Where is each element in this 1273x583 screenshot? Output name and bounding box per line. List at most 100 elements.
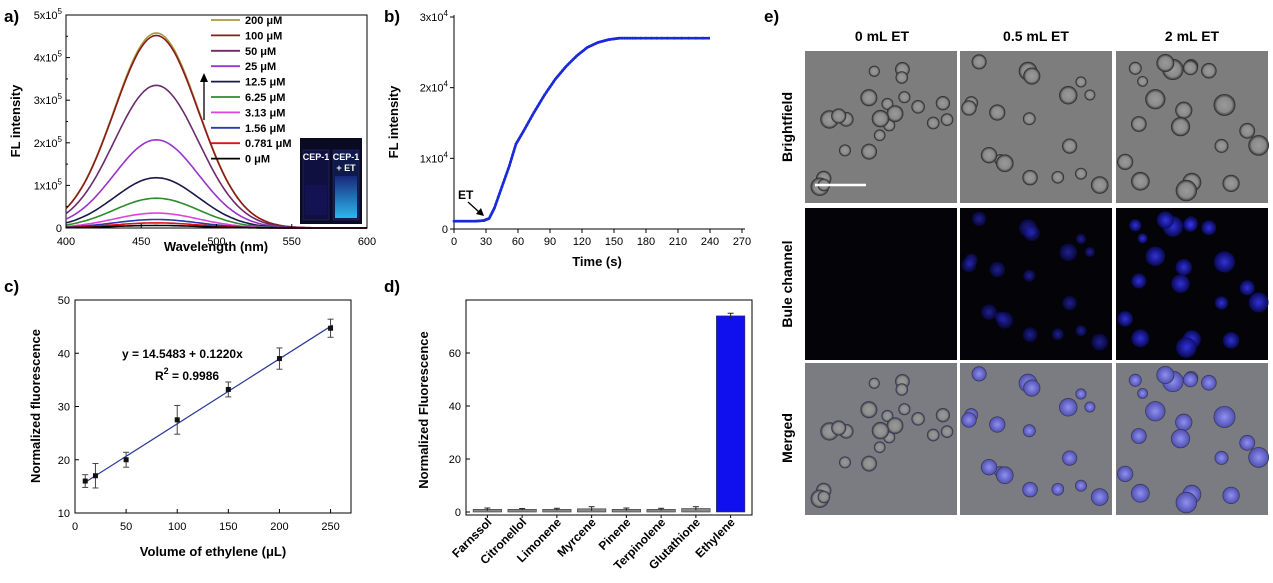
micrograph-grid — [805, 51, 1270, 515]
panel-a-increase-arrow — [200, 73, 208, 120]
panel-d-frame — [465, 299, 753, 516]
cell — [1170, 117, 1191, 137]
panel-c-y-tick-label: 40 — [58, 348, 70, 360]
cell — [1022, 169, 1038, 186]
panel-e-label: e) — [764, 7, 779, 26]
cell — [1175, 259, 1193, 276]
panel-b-x-tick-label: 150 — [605, 236, 623, 248]
panel-b-point — [534, 108, 538, 111]
panel-b-point — [545, 90, 548, 94]
panel-b-point — [514, 142, 518, 146]
cell — [1131, 329, 1150, 348]
cell — [838, 456, 852, 469]
panel-b-point — [510, 156, 513, 160]
panel-c-point — [276, 356, 282, 362]
panel-b-point — [562, 67, 566, 70]
panel-a-y-tick-base: 3x10 — [34, 95, 58, 107]
row-label-blue-channel: Bule channel — [779, 240, 795, 327]
panel-a-y-tick-exp: 5 — [58, 7, 63, 16]
panel-b-point — [539, 99, 543, 103]
cell — [1145, 401, 1166, 422]
micrograph-tile — [1116, 51, 1270, 203]
panel-b-y-tick-label: 2x104 — [420, 80, 449, 95]
panel-a-legend-entry: 3.13 μM — [245, 107, 285, 119]
cell — [1023, 379, 1041, 397]
panel-c-x-tick-label: 250 — [321, 521, 339, 533]
panel-b-point — [553, 77, 557, 81]
cell — [1084, 401, 1096, 413]
panel-c-y-tick-label: 20 — [58, 455, 70, 467]
panel-b-point — [537, 102, 541, 105]
cell — [898, 91, 911, 104]
panel-b-x-ticks: 0 30 60 90 120 150 180 210 240 270 — [451, 229, 751, 248]
cell — [1239, 280, 1255, 296]
cell — [1213, 251, 1236, 273]
panel-b-point — [548, 85, 552, 89]
panel-c-r2-superscript: 2 — [164, 366, 169, 376]
panel-a-x-ticks: 400 450 500 550 600 — [57, 224, 376, 248]
panel-d-y-tick-label: 40 — [449, 401, 461, 413]
cell — [1239, 434, 1256, 451]
panel-d-bar — [716, 315, 746, 513]
panel-b-point — [543, 93, 547, 97]
cell — [860, 401, 878, 419]
panel-b-point — [649, 36, 653, 40]
panel-d-x-tick-label: Myrcene — [554, 515, 599, 560]
inset-label-cep1-et-line1: CEP-1 — [333, 152, 360, 162]
cell — [1128, 373, 1142, 387]
panel-b-x-tick-label: 60 — [512, 236, 524, 248]
cell — [1201, 220, 1217, 236]
panel-c-equation: y = 14.5483 + 0.1220x — [122, 347, 243, 361]
panel-b-x-tick-label: 210 — [669, 236, 687, 248]
panel-a-y-tick-label: 0 — [56, 223, 62, 235]
panel-d-label: d) — [384, 277, 400, 296]
panel-b-y-tick-base: 2x10 — [420, 83, 444, 95]
panel-b-y-tick-label: 3x104 — [420, 9, 449, 24]
panel-b-point — [552, 80, 555, 84]
panel-b-point — [506, 167, 510, 171]
panel-b-point — [501, 181, 505, 185]
cell — [1213, 405, 1236, 428]
panel-a-label: a) — [4, 7, 19, 26]
cell — [1248, 292, 1269, 313]
cell — [1222, 486, 1240, 505]
panel-b-point — [515, 140, 519, 144]
cell — [831, 108, 847, 124]
cell — [895, 383, 909, 396]
panel-b-point — [523, 126, 527, 130]
cell — [1090, 488, 1109, 506]
cell — [911, 100, 925, 114]
cell — [1117, 153, 1134, 170]
cell — [995, 466, 1014, 485]
panel-b-point — [493, 206, 496, 210]
panel-b-point — [498, 192, 501, 196]
panel-e: e) 0 mL ET 0.5 mL ET 2 mL ET Brightfield… — [764, 7, 1270, 515]
panel-b-point — [566, 63, 570, 67]
cell — [1074, 479, 1087, 492]
panel-a-x-tick-label: 550 — [283, 236, 301, 248]
panel-c: c) 10 20 30 40 50 0 50 100 150 200 250 y = 14.548… — [4, 277, 352, 559]
panel-b-y-tick-label: 0 — [442, 224, 448, 236]
cell — [961, 412, 977, 428]
panel-c-frame — [74, 299, 352, 514]
panel-b-point — [541, 96, 545, 100]
panel-a-legend-entry: 12.5 μM — [245, 77, 285, 89]
cell — [1084, 89, 1096, 101]
panel-b-x-tick-label: 120 — [573, 236, 591, 248]
cell — [971, 211, 987, 227]
panel-b-point — [555, 75, 559, 79]
panel-a-y-tick-base: 5x10 — [34, 10, 58, 22]
micrograph-tile — [960, 51, 1112, 203]
panel-b-x-tick-label: 90 — [544, 236, 556, 248]
cell — [1090, 176, 1109, 194]
panel-b-y-tick-label: 1x104 — [420, 150, 449, 165]
cell — [1170, 429, 1191, 449]
panel-b-point — [530, 114, 534, 117]
cell — [1075, 76, 1087, 88]
cell — [1156, 366, 1175, 385]
panel-b-point — [568, 61, 571, 65]
cell — [995, 154, 1014, 173]
panel-b-point — [573, 56, 577, 60]
cell — [898, 403, 911, 416]
